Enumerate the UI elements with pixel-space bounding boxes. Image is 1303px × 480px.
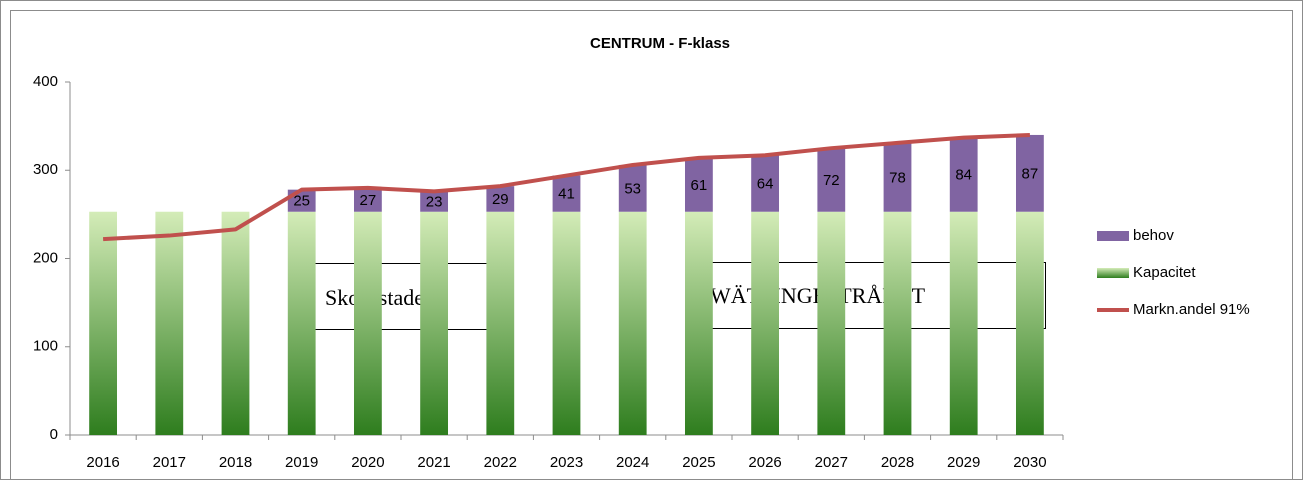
x-tick-label: 2024 [616, 454, 649, 471]
bar [618, 164, 647, 212]
bar [817, 148, 846, 212]
y-tick-label: 300 [33, 161, 58, 178]
bar [486, 186, 515, 212]
bar [883, 142, 912, 212]
bar [883, 211, 912, 435]
bar [221, 211, 250, 435]
bar [420, 191, 449, 212]
annotation-box [306, 263, 498, 330]
legend-swatch [1097, 268, 1129, 278]
bar [949, 211, 978, 435]
x-tick-label: 2025 [682, 454, 715, 471]
data-label: 78 [889, 169, 906, 186]
x-tick-label: 2016 [86, 454, 119, 471]
legend-swatch [1097, 231, 1129, 241]
legend-label: Markn.andel 91% [1133, 301, 1250, 318]
bar [552, 211, 581, 435]
data-label: 25 [293, 193, 310, 210]
bar [751, 155, 780, 212]
bar [1015, 211, 1044, 435]
bar [486, 211, 515, 435]
x-tick-label: 2019 [285, 454, 318, 471]
x-tick-label: 2017 [153, 454, 186, 471]
x-tick-label: 2030 [1013, 454, 1046, 471]
bar [684, 211, 713, 435]
bar [1015, 134, 1044, 212]
x-tick-label: 2023 [550, 454, 583, 471]
bar [817, 211, 846, 435]
y-tick-label: 400 [33, 73, 58, 90]
data-label: 64 [757, 175, 774, 192]
bar [420, 211, 449, 435]
legend-label: behov [1133, 227, 1174, 244]
x-tick-label: 2018 [219, 454, 252, 471]
bar [618, 211, 647, 435]
x-tick-label: 2021 [417, 454, 450, 471]
x-tick-label: 2028 [881, 454, 914, 471]
bar [287, 211, 316, 435]
legend-label: Kapacitet [1133, 264, 1196, 281]
x-tick-label: 2027 [815, 454, 848, 471]
bar [751, 211, 780, 435]
data-label: 87 [1022, 165, 1039, 182]
line [102, 132, 1030, 242]
chart-area [10, 10, 1293, 480]
y-tick-label: 100 [33, 338, 58, 355]
bar [353, 187, 382, 212]
bar [552, 175, 581, 212]
x-tick-label: 2020 [351, 454, 384, 471]
bar [949, 137, 978, 212]
data-label: 41 [558, 186, 575, 203]
x-tick-label: 2026 [748, 454, 781, 471]
x-tick-label: 2022 [484, 454, 517, 471]
data-label: 72 [823, 172, 840, 189]
y-tick-label: 0 [50, 426, 58, 443]
y-tick-label: 200 [33, 249, 58, 266]
bar [353, 211, 382, 435]
bar [155, 211, 184, 435]
bar [89, 211, 118, 435]
data-label: 53 [624, 180, 641, 197]
annotation-box [691, 262, 1046, 329]
x-tick-label: 2029 [947, 454, 980, 471]
data-label: 27 [360, 192, 377, 209]
data-label: 84 [955, 167, 972, 184]
bar [684, 157, 713, 212]
data-label: 29 [492, 191, 509, 208]
chart-title: CENTRUM - F-klass [590, 35, 730, 52]
data-label: 61 [691, 177, 708, 194]
data-label: 23 [426, 194, 443, 211]
